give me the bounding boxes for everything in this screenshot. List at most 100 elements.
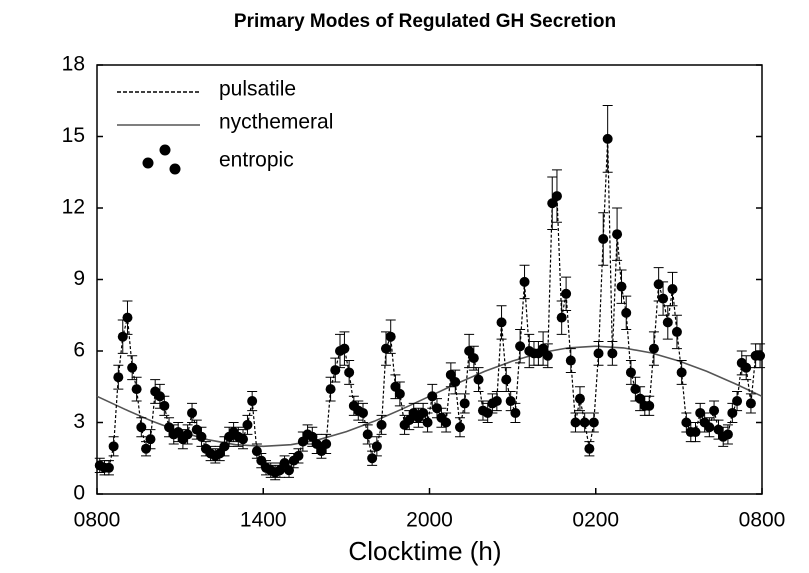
data-point xyxy=(159,400,170,411)
data-point xyxy=(690,427,701,438)
data-point xyxy=(519,276,530,287)
data-point xyxy=(247,396,258,407)
data-point xyxy=(362,429,373,440)
data-point xyxy=(450,376,461,387)
x-axis-label: Clocktime (h) xyxy=(348,536,501,566)
data-point xyxy=(501,374,512,385)
data-point xyxy=(321,438,332,449)
data-point xyxy=(732,396,743,407)
x-tick-label: 0800 xyxy=(74,509,121,532)
data-point xyxy=(515,341,526,352)
data-point xyxy=(136,422,147,433)
data-point xyxy=(380,343,391,354)
data-point xyxy=(653,279,664,290)
data-point xyxy=(242,419,253,430)
data-point xyxy=(709,405,720,416)
data-point xyxy=(588,417,599,428)
data-point xyxy=(667,284,678,295)
data-point xyxy=(704,422,715,433)
data-point xyxy=(339,343,350,354)
data-point xyxy=(593,348,604,359)
legend-label: nycthemeral xyxy=(219,111,333,134)
data-point xyxy=(570,417,581,428)
data-point xyxy=(376,419,387,430)
data-point xyxy=(445,369,456,380)
data-point xyxy=(145,434,156,445)
data-point xyxy=(427,391,438,402)
data-point xyxy=(612,229,623,240)
data-point xyxy=(658,293,669,304)
legend-label: entropic xyxy=(219,149,294,172)
data-point xyxy=(459,398,470,409)
data-point xyxy=(394,388,405,399)
data-point xyxy=(117,331,128,342)
data-point xyxy=(538,343,549,354)
plot-frame xyxy=(96,64,763,495)
data-point xyxy=(468,353,479,364)
data-point xyxy=(358,407,368,418)
data-point xyxy=(510,407,521,418)
data-point xyxy=(422,417,433,428)
data-point xyxy=(542,350,553,361)
data-point xyxy=(122,312,133,323)
legend-label: pulsatile xyxy=(219,78,296,101)
data-point xyxy=(755,350,766,361)
y-tick-label: 12 xyxy=(62,196,85,219)
data-point xyxy=(344,367,355,378)
data-point xyxy=(325,384,336,395)
data-point xyxy=(556,312,567,323)
data-point xyxy=(103,462,114,473)
data-point xyxy=(491,396,502,407)
data-point xyxy=(127,362,138,373)
data-point xyxy=(574,393,585,404)
data-point xyxy=(182,429,193,440)
data-point xyxy=(584,443,595,454)
chart-title: Primary Modes of Regulated GH Secretion xyxy=(234,11,616,32)
y-tick-label: 15 xyxy=(62,124,85,147)
data-point xyxy=(648,343,659,354)
data-point xyxy=(496,317,507,328)
y-tick-label: 18 xyxy=(62,53,85,76)
data-point xyxy=(607,348,618,359)
data-point xyxy=(505,396,516,407)
data-point xyxy=(108,441,119,452)
y-tick-label: 9 xyxy=(73,267,85,290)
data-point xyxy=(676,367,687,378)
legend-swatch xyxy=(142,157,154,169)
data-point xyxy=(625,367,636,378)
data-point xyxy=(251,446,262,457)
data-point xyxy=(579,417,590,428)
data-point xyxy=(722,429,733,440)
data-point xyxy=(551,191,562,202)
data-point xyxy=(330,365,341,376)
data-point xyxy=(454,422,465,433)
data-point xyxy=(671,326,682,337)
data-point xyxy=(293,450,304,461)
legend-swatch xyxy=(169,163,181,175)
y-tick-label: 0 xyxy=(73,482,85,505)
data-point xyxy=(367,453,378,464)
x-tick-label: 1400 xyxy=(240,509,287,532)
data-point xyxy=(602,133,613,144)
data-point xyxy=(630,384,641,395)
data-point xyxy=(565,355,576,366)
x-tick-label: 2000 xyxy=(406,509,453,532)
data-point xyxy=(644,400,655,411)
y-tick-label: 3 xyxy=(73,410,85,433)
data-point xyxy=(187,407,198,418)
data-point xyxy=(621,307,632,318)
data-point xyxy=(385,331,396,342)
legend-swatch xyxy=(159,144,171,156)
data-point xyxy=(561,288,572,299)
data-point xyxy=(371,441,382,452)
data-point xyxy=(727,407,738,418)
data-point xyxy=(390,381,401,392)
data-point xyxy=(131,384,142,395)
data-point xyxy=(238,434,249,445)
data-point xyxy=(196,431,207,442)
x-tick-label: 0200 xyxy=(572,509,619,532)
x-tick-label: 0800 xyxy=(739,509,786,532)
y-tick-label: 6 xyxy=(73,339,85,362)
